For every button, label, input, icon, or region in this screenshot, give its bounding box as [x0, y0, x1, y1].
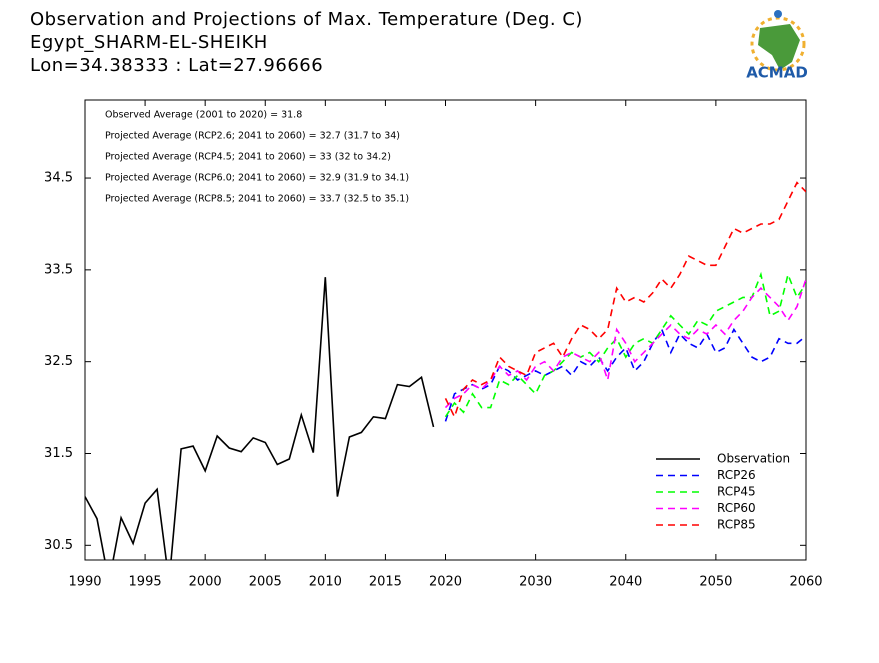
annotation: Projected Average (RCP2.6; 2041 to 2060)… [105, 131, 400, 142]
x-tick-label: 2005 [249, 575, 282, 590]
logo-africa [758, 24, 800, 70]
x-tick-label: 1995 [129, 575, 162, 590]
x-tick-label: 1990 [68, 575, 101, 590]
annotation: Projected Average (RCP4.5; 2041 to 2060)… [105, 152, 391, 163]
x-tick-label: 2000 [189, 575, 222, 590]
legend-label: RCP26 [717, 468, 756, 482]
y-tick-label: 32.5 [44, 354, 73, 369]
x-tick-label: 2010 [309, 575, 342, 590]
legend-label: RCP45 [717, 485, 756, 499]
legend-label: RCP85 [717, 518, 756, 532]
title-line: Lon=34.38333 : Lat=27.96666 [30, 55, 323, 76]
title-line: Observation and Projections of Max. Temp… [30, 9, 583, 30]
x-tick-label: 2040 [609, 575, 642, 590]
title-line: Egypt_SHARM-EL-SHEIKH [30, 32, 268, 53]
logo-drop [774, 10, 782, 18]
x-tick-label: 2015 [369, 575, 402, 590]
x-tick-label: 2030 [519, 575, 552, 590]
series-line [444, 271, 806, 418]
x-tick-label: 2060 [789, 575, 822, 590]
logo-text: ACMAD [746, 64, 808, 82]
series-line [444, 181, 806, 419]
y-tick-label: 31.5 [44, 446, 73, 461]
x-tick-label: 2020 [429, 575, 462, 590]
annotation: Observed Average (2001 to 2020) = 31.8 [105, 110, 302, 121]
series-line [444, 278, 806, 409]
series-line [444, 327, 806, 422]
logo: ACMAD [746, 10, 808, 82]
y-tick-label: 34.5 [44, 171, 73, 186]
x-tick-label: 2050 [699, 575, 732, 590]
annotation: Projected Average (RCP6.0; 2041 to 2060)… [105, 173, 409, 184]
legend-label: Observation [717, 452, 790, 466]
annotation: Projected Average (RCP8.5; 2041 to 2060)… [105, 194, 409, 205]
series-line [85, 277, 435, 560]
plot-area [85, 181, 806, 560]
y-tick-label: 30.5 [44, 538, 73, 553]
y-tick-label: 33.5 [44, 262, 73, 277]
legend-label: RCP60 [717, 501, 756, 515]
